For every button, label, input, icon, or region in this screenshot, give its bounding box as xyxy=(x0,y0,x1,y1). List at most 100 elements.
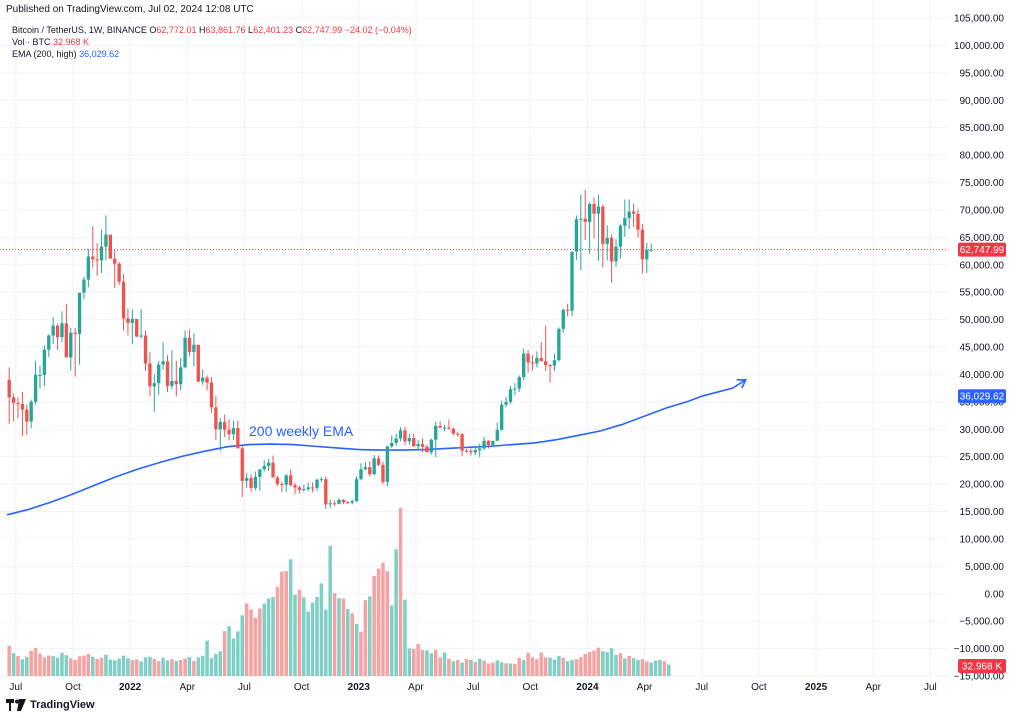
volume-bar xyxy=(38,653,42,676)
footer-brand[interactable]: TradingView xyxy=(6,699,95,711)
symbol-name: Bitcoin / TetherUS, 1W, BINANCE xyxy=(12,25,147,35)
volume-bar xyxy=(178,660,183,676)
y-tick-label: 75,000.00 xyxy=(960,178,1005,189)
candle-body xyxy=(482,440,486,449)
candle-body xyxy=(394,438,398,443)
time-axis[interactable]: Jul Oct 2022 Apr Jul Oct 2023 Apr Jul Oct 2024 Apr J… xyxy=(9,682,936,693)
volume-bar xyxy=(425,650,429,676)
volume-bar xyxy=(324,609,328,676)
volume-bar xyxy=(231,638,236,676)
symbol-legend[interactable]: Bitcoin / TetherUS, 1W, BINANCE O62,772.… xyxy=(12,25,412,35)
volume-bar xyxy=(469,660,473,676)
candle-body xyxy=(390,442,394,447)
y-tick-label: −5,000.00 xyxy=(959,617,1004,628)
volume-bar xyxy=(416,644,420,676)
volume-bar xyxy=(16,656,20,676)
volume-bar xyxy=(69,658,73,676)
x-tick-label: 2025 xyxy=(805,682,828,693)
volume-bar xyxy=(306,611,310,676)
volume-bar xyxy=(438,657,442,676)
candle-body xyxy=(442,427,447,429)
y-tick-label: −15,000.00 xyxy=(954,672,1005,683)
volume-bar xyxy=(543,657,548,676)
candle-body xyxy=(236,428,240,449)
volume-bar xyxy=(240,615,245,676)
volume-bar xyxy=(605,651,609,676)
volume-bar xyxy=(667,664,671,676)
volume-bar xyxy=(222,631,227,676)
candle-body xyxy=(266,462,271,466)
volume-bar xyxy=(253,617,258,676)
volume-bar xyxy=(623,658,627,676)
volume-bar xyxy=(73,660,77,676)
price-badge-bg xyxy=(958,242,1006,257)
volume-bar xyxy=(25,656,29,676)
candle-body xyxy=(306,487,310,490)
candle-body xyxy=(425,446,429,453)
candle-body xyxy=(302,489,306,491)
x-tick-label: Jul xyxy=(924,682,937,693)
volume-bar xyxy=(649,662,653,676)
x-tick-label: Apr xyxy=(865,682,881,693)
candle-body xyxy=(187,337,192,352)
price-axis[interactable]: 105,000.00 100,000.00 95,000.00 90,000.00 85… xyxy=(954,14,1005,683)
volume-bar xyxy=(297,589,302,676)
candle-body xyxy=(82,279,86,293)
candle-body xyxy=(508,389,513,402)
candle-body xyxy=(113,258,117,264)
volume-bar xyxy=(368,596,372,676)
candle-body xyxy=(249,478,253,488)
candle-body xyxy=(205,377,209,383)
volume-bars xyxy=(7,508,671,676)
open-label: O xyxy=(149,25,157,35)
x-tick-label: Apr xyxy=(637,682,653,693)
volume-bar xyxy=(218,651,223,676)
volume-bar xyxy=(271,596,275,676)
candle-body xyxy=(557,328,561,361)
volume-bar xyxy=(20,659,25,676)
y-tick-label: 15,000.00 xyxy=(960,507,1005,518)
candle-body xyxy=(460,434,464,451)
volume-bar xyxy=(174,660,179,676)
volume-bar xyxy=(499,662,504,676)
candle-body xyxy=(596,206,601,214)
candle-body xyxy=(33,374,38,402)
volume-bar xyxy=(561,657,566,676)
candle-body xyxy=(297,487,302,491)
volume-legend[interactable]: Vol · BTC 32.968 K xyxy=(12,37,89,47)
ema-legend[interactable]: EMA (200, high) 36,029.62 xyxy=(12,49,119,59)
volume-bar xyxy=(139,661,143,676)
volume-bar xyxy=(29,650,33,676)
candle-body xyxy=(280,484,284,486)
candle-body xyxy=(332,503,337,505)
candle-body xyxy=(288,475,293,486)
candle-body xyxy=(354,479,359,502)
volume-bar xyxy=(244,603,249,676)
volume-bar xyxy=(526,652,530,676)
candle-body xyxy=(451,428,455,434)
candle-body xyxy=(11,397,16,403)
candle-body xyxy=(570,251,574,311)
volume-bar xyxy=(77,656,82,676)
volume-bar xyxy=(346,609,350,676)
y-tick-label: 55,000.00 xyxy=(960,288,1005,299)
candle-body xyxy=(341,499,346,503)
volume-bar xyxy=(385,571,390,676)
candle-body xyxy=(376,458,381,465)
volume-bar xyxy=(627,656,631,676)
volume-bar xyxy=(249,609,253,676)
volume-bar xyxy=(328,545,332,676)
volume-bar xyxy=(315,596,319,676)
candle-body xyxy=(64,323,69,358)
y-tick-label: 80,000.00 xyxy=(960,151,1005,162)
volume-bar xyxy=(376,568,381,676)
volume-label: Vol · BTC xyxy=(12,37,51,47)
volume-bar xyxy=(337,598,341,676)
candle-body xyxy=(152,383,156,387)
candle-body xyxy=(609,237,614,262)
candle-body xyxy=(7,379,11,398)
volume-bar xyxy=(508,663,513,676)
candle-body xyxy=(183,337,187,368)
x-tick-label: Oct xyxy=(65,682,81,693)
